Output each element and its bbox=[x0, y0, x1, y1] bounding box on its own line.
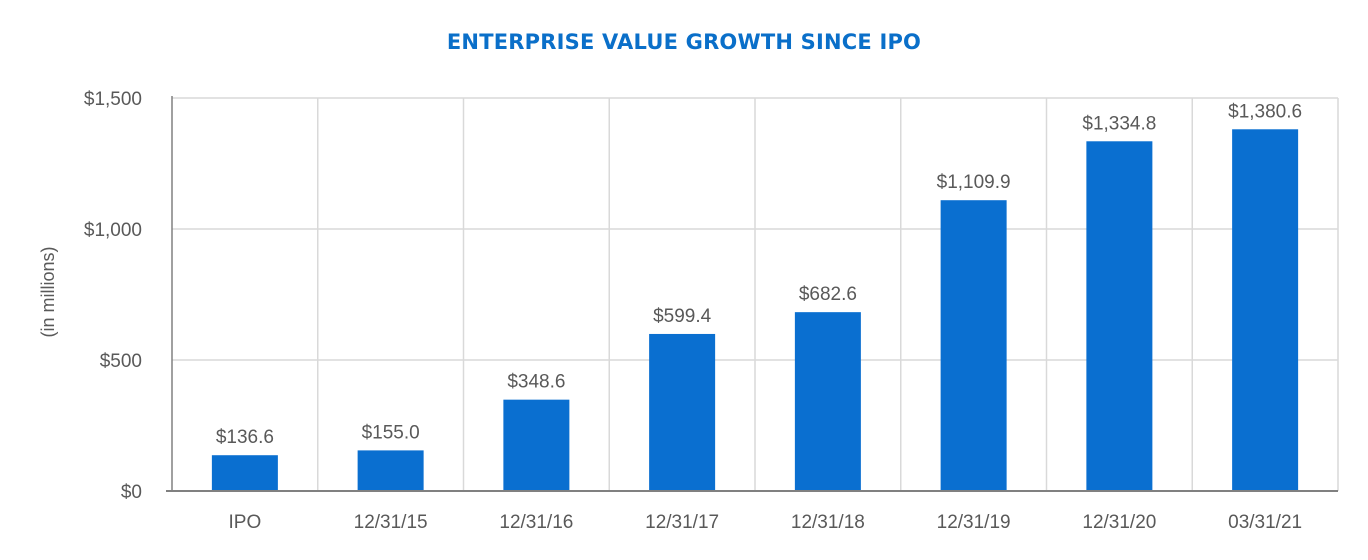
bar bbox=[1086, 141, 1153, 491]
x-tick-label: 12/31/16 bbox=[499, 512, 573, 533]
x-tick-label: 12/31/20 bbox=[1082, 512, 1156, 533]
bar bbox=[794, 312, 861, 491]
chart-title: ENTERPRISE VALUE GROWTH SINCE IPO bbox=[446, 30, 922, 54]
x-tick-label: IPO bbox=[229, 512, 262, 533]
x-tick-label: 03/31/21 bbox=[1228, 512, 1302, 533]
y-axis-title: (in millions) bbox=[38, 246, 58, 337]
bar bbox=[940, 200, 1007, 491]
data-label: $155.0 bbox=[362, 422, 420, 443]
y-tick-label: $500 bbox=[100, 351, 142, 372]
data-label: $348.6 bbox=[507, 372, 565, 393]
bar bbox=[211, 455, 278, 491]
y-tick-label: $1,000 bbox=[84, 220, 142, 241]
x-tick-label: 12/31/19 bbox=[937, 512, 1011, 533]
data-label: $1,334.8 bbox=[1082, 113, 1156, 134]
data-label: $1,109.9 bbox=[937, 172, 1011, 193]
grid-lines bbox=[172, 97, 1339, 491]
data-label: $682.6 bbox=[799, 284, 857, 305]
x-tick-label: 12/31/18 bbox=[791, 512, 865, 533]
y-tick-label: $0 bbox=[121, 482, 142, 503]
bars bbox=[211, 129, 1299, 491]
labels: $0 $500 $1,000 $1,500 $136.6 IPO $155.0 12/31/1… bbox=[84, 89, 1302, 533]
y-tick-label: $1,500 bbox=[84, 89, 142, 110]
x-tick-label: 12/31/17 bbox=[645, 512, 719, 533]
bar bbox=[1232, 129, 1299, 491]
bar bbox=[357, 450, 424, 491]
bar bbox=[649, 333, 716, 491]
data-label: $599.4 bbox=[653, 306, 712, 327]
data-label: $1,380.6 bbox=[1228, 101, 1302, 122]
bar bbox=[503, 399, 570, 491]
axes bbox=[166, 96, 1338, 492]
data-label: $136.6 bbox=[216, 427, 274, 448]
x-tick-label: 12/31/15 bbox=[354, 512, 428, 533]
